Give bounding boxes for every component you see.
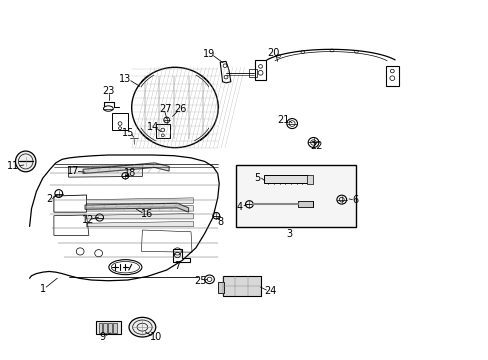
Bar [112, 113, 127, 130]
Text: 25: 25 [194, 276, 206, 286]
Bar [306, 175, 312, 184]
Bar [297, 202, 312, 207]
Text: 9: 9 [99, 332, 105, 342]
Text: 24: 24 [264, 286, 276, 296]
Polygon shape [86, 221, 193, 227]
Text: 12: 12 [81, 215, 94, 225]
Text: 13: 13 [119, 74, 131, 84]
Bar [156, 124, 169, 138]
Text: 11: 11 [7, 161, 20, 171]
Text: 18: 18 [124, 168, 136, 178]
Bar [249, 69, 256, 77]
Bar [255, 60, 265, 80]
Bar [122, 60, 141, 155]
Text: 23: 23 [102, 86, 114, 96]
Bar [385, 66, 398, 86]
Text: 26: 26 [174, 104, 186, 114]
Polygon shape [86, 198, 193, 203]
Polygon shape [85, 203, 188, 212]
Text: 14: 14 [147, 122, 159, 132]
Text: 5: 5 [254, 173, 260, 183]
Text: 4: 4 [236, 202, 242, 212]
Text: 7: 7 [174, 261, 180, 271]
Bar [235, 165, 356, 227]
Text: 8: 8 [217, 217, 223, 227]
Text: 3: 3 [285, 229, 292, 239]
Polygon shape [83, 163, 169, 174]
Polygon shape [86, 206, 193, 211]
Bar [264, 175, 307, 183]
Bar [122, 60, 227, 75]
Bar [222, 276, 260, 296]
Text: 6: 6 [351, 195, 358, 204]
Bar [113, 323, 116, 333]
Bar [99, 323, 102, 333]
Polygon shape [68, 166, 142, 177]
Text: 27: 27 [159, 104, 172, 114]
Text: 16: 16 [141, 208, 153, 219]
Bar [96, 321, 121, 334]
Text: 10: 10 [150, 332, 162, 342]
Text: 17: 17 [67, 166, 80, 176]
Bar [208, 60, 227, 155]
Bar [122, 141, 227, 155]
Text: 19: 19 [203, 49, 215, 59]
Text: 2: 2 [46, 194, 52, 203]
Text: 20: 20 [267, 48, 279, 58]
Bar [108, 323, 112, 333]
Ellipse shape [129, 318, 156, 337]
Ellipse shape [16, 151, 36, 172]
Text: 1: 1 [40, 284, 46, 294]
Text: 15: 15 [122, 128, 134, 138]
Bar [103, 323, 107, 333]
Text: 21: 21 [277, 115, 289, 125]
Text: 22: 22 [309, 141, 322, 151]
Bar [217, 282, 223, 293]
Polygon shape [86, 213, 193, 219]
